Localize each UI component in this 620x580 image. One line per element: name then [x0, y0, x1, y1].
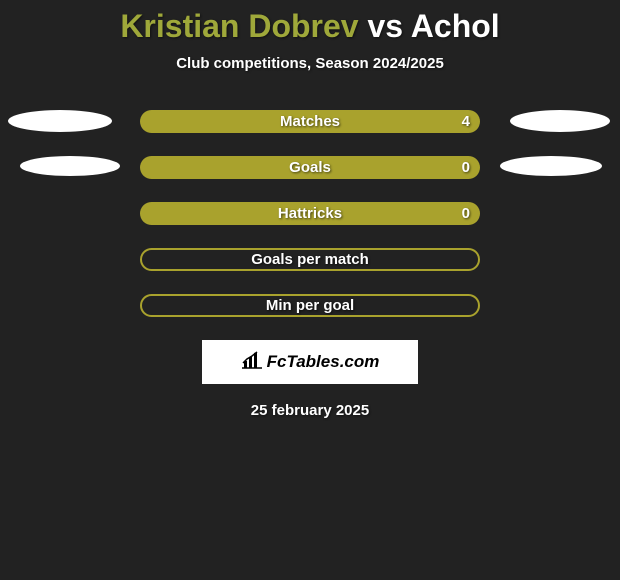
- player2-marker: [500, 156, 602, 176]
- comparison-chart: Matches 4 Goals 0 Hattricks 0 Goals per match M…: [0, 110, 620, 317]
- stat-value: 0: [462, 205, 470, 222]
- stat-row: Min per goal: [0, 294, 620, 317]
- bar-chart-icon: [241, 351, 263, 374]
- vs-text: vs: [359, 8, 411, 44]
- stat-row: Goals per match: [0, 248, 620, 271]
- logo: FcTables.com: [241, 351, 380, 374]
- stat-bar: Min per goal: [140, 294, 480, 317]
- stat-row: Matches 4: [0, 110, 620, 133]
- player1-name: Kristian Dobrev: [120, 8, 358, 44]
- player2-marker: [510, 110, 610, 132]
- stat-label: Min per goal: [266, 297, 354, 314]
- subtitle: Club competitions, Season 2024/2025: [0, 55, 620, 72]
- comparison-title: Kristian Dobrev vs Achol: [0, 0, 620, 45]
- player1-marker: [8, 110, 112, 132]
- player2-name: Achol: [411, 8, 500, 44]
- stat-bar: Goals per match: [140, 248, 480, 271]
- stat-bar: Goals 0: [140, 156, 480, 179]
- stat-bar: Matches 4: [140, 110, 480, 133]
- stat-row: Hattricks 0: [0, 202, 620, 225]
- stat-bar: Hattricks 0: [140, 202, 480, 225]
- stat-value: 0: [462, 159, 470, 176]
- logo-box: FcTables.com: [202, 340, 418, 384]
- stat-value: 4: [462, 113, 470, 130]
- stat-label: Hattricks: [278, 205, 342, 222]
- date: 25 february 2025: [0, 402, 620, 419]
- player1-marker: [20, 156, 120, 176]
- stat-label: Goals: [289, 159, 331, 176]
- stat-label: Matches: [280, 113, 340, 130]
- stat-label: Goals per match: [251, 251, 369, 268]
- stat-row: Goals 0: [0, 156, 620, 179]
- logo-text: FcTables.com: [267, 352, 380, 372]
